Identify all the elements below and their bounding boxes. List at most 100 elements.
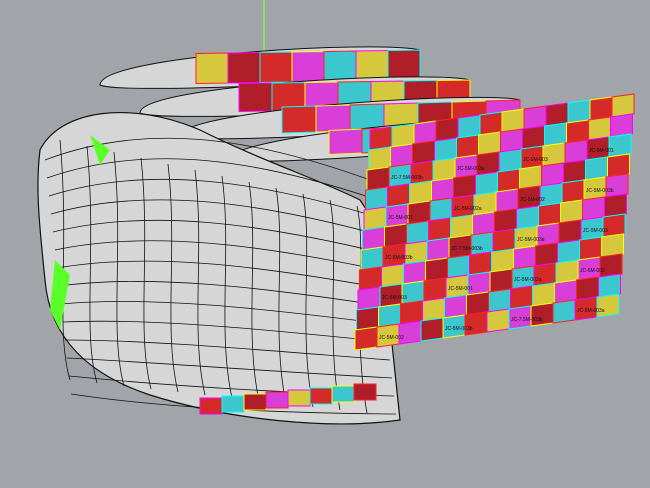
cladding-panel (582, 196, 605, 221)
cladding-panel (387, 183, 410, 208)
shell-green-edge (50, 260, 70, 330)
rib-panel (259, 51, 293, 84)
cladding-panel (538, 202, 561, 227)
cladding-panel (492, 228, 516, 253)
mesh-line (248, 181, 260, 402)
mesh-line (275, 187, 287, 405)
cladding-panel (331, 385, 355, 403)
cladding-panel (425, 257, 448, 282)
cladding-panel (466, 291, 489, 316)
cladding-panel (413, 120, 437, 145)
mesh-line (113, 151, 125, 387)
cladding-panel (432, 157, 456, 182)
cladding-panel (369, 126, 393, 151)
cladding-panel (545, 102, 569, 127)
cladding-panel (555, 259, 579, 284)
cladding-panel (366, 166, 390, 191)
cladding-panel (420, 317, 444, 342)
cladding-panel (435, 117, 459, 142)
cladding-panel (447, 254, 470, 279)
mesh-line (62, 320, 389, 343)
rib-panel (238, 82, 273, 113)
cladding-panel (486, 308, 510, 333)
panel-label: JC-5M-002 (379, 335, 404, 341)
panel-labels: JC-7.5M-003b JC-5M-003a JC-5M-003 JC-5M-001… (379, 148, 614, 341)
cladding-panel (541, 162, 564, 187)
cladding-panel (516, 205, 539, 230)
cladding-panel (479, 111, 503, 136)
panel-label: JC-5M-003b (445, 326, 473, 332)
cladding-panel (579, 236, 602, 261)
cladding-panel (544, 122, 567, 147)
panel-label: JC-5M-003a (517, 237, 545, 243)
mesh-line (58, 280, 385, 307)
cladding-panel (475, 171, 498, 196)
cladding-panel (412, 140, 435, 165)
cladding-panel (513, 245, 536, 270)
cladding-panel (199, 397, 223, 415)
panel-label: JC-5M-001 (388, 215, 413, 221)
cladding-panel (426, 237, 450, 262)
rib-panel (281, 105, 317, 134)
cladding-panel (498, 148, 522, 173)
cladding-panel (478, 131, 501, 156)
cladding-panel (510, 285, 533, 310)
cladding-panel (265, 391, 289, 409)
cladding-panel (453, 174, 476, 199)
panel-label: JC-5M-002a (454, 206, 482, 212)
cladding-panel (357, 286, 381, 311)
rib-panel (387, 49, 421, 82)
cladding-panel (560, 199, 583, 224)
cladding-panel (391, 123, 415, 148)
cladding-panel (500, 128, 523, 153)
cladding-panel (422, 297, 445, 322)
rib-panel (291, 50, 325, 83)
cladding-panel (429, 197, 453, 222)
cladding-panel (519, 165, 542, 190)
cladding-panel (457, 114, 481, 139)
cladding-panel (567, 99, 591, 124)
cladding-panel (456, 134, 479, 159)
cladding-panel (561, 179, 585, 204)
panel-label: JC-5M-003a (457, 166, 485, 172)
mesh-line (48, 178, 375, 217)
cladding-panel (497, 168, 520, 193)
mesh-line (46, 158, 373, 199)
shell-body (37, 112, 401, 425)
panel-label: JC-5M-003 (583, 228, 608, 234)
cladding-panel (523, 105, 547, 130)
cladding-panel (588, 116, 611, 141)
cladding-panel (406, 220, 429, 245)
mesh-line (221, 175, 233, 399)
cladding-panel (363, 206, 387, 231)
cladding-panel (353, 383, 377, 401)
cladding-panel (428, 217, 451, 242)
panel-label: JC-5M-001 (589, 148, 614, 154)
cladding-panel (434, 137, 457, 162)
cladding-panel (554, 279, 577, 304)
mesh-line (329, 199, 341, 411)
cladding-panel (598, 273, 621, 298)
panel-label: JC-5M-003b (586, 188, 614, 194)
cladding-panel (362, 226, 385, 251)
cladding-panel (585, 156, 608, 181)
cladding-panel (564, 139, 588, 164)
cladding-panel (488, 288, 511, 313)
cladding-panel (611, 93, 635, 118)
cladding-panel (403, 260, 426, 285)
lower-panel-strip (199, 383, 377, 415)
mesh-line (54, 240, 381, 271)
panel-label: JC-5M-003a (577, 308, 605, 314)
cladding-panel (378, 303, 401, 328)
rib-panel (315, 104, 351, 133)
cladding-panel (522, 125, 545, 150)
cladding-panel (501, 108, 525, 133)
cladding-panel (390, 143, 413, 168)
mesh-line (52, 219, 379, 253)
panel-label: JC-5M-003 (382, 295, 407, 301)
cladding-panel (495, 188, 519, 213)
rib-panel (227, 51, 261, 84)
cladding-panel (605, 173, 629, 198)
cladding-panel (489, 268, 513, 293)
